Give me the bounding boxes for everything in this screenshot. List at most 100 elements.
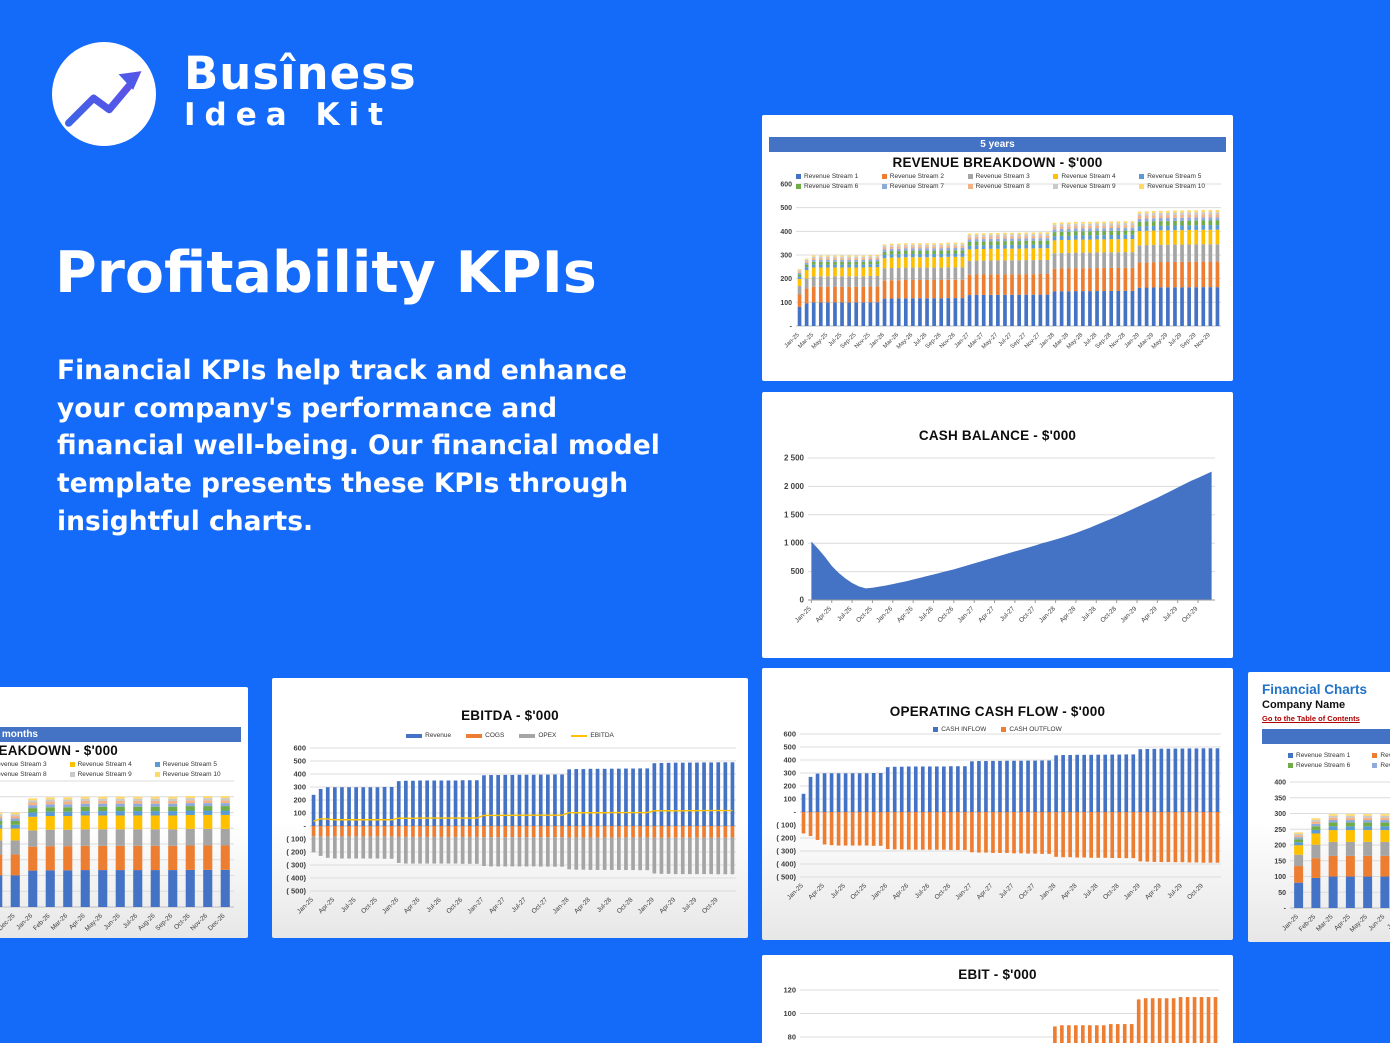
svg-text:300: 300	[1274, 811, 1286, 818]
svg-text:Jul-27: Jul-27	[998, 882, 1016, 900]
svg-text:100: 100	[780, 300, 792, 307]
legend-label: Revenue Stream 8	[975, 183, 1030, 190]
legend-item: Revenue Stream 8	[0, 771, 70, 778]
svg-text:Oct-26: Oct-26	[445, 896, 464, 915]
brand-logo trend-arrow-icon	[52, 42, 156, 146]
legend-item: Revenue Stream 6	[1288, 762, 1372, 769]
svg-text:Aug-26: Aug-26	[137, 912, 157, 932]
svg-text:( 200): ( 200)	[286, 848, 306, 857]
svg-text:250: 250	[1274, 827, 1286, 834]
legend-item: Revenue Stream 6	[796, 183, 882, 190]
card-financial-charts: Financial Charts Company Name Go to the …	[1248, 672, 1390, 942]
svg-text:Dec-26: Dec-26	[207, 912, 227, 932]
svg-text:Jan-26: Jan-26	[875, 605, 894, 624]
legend-label: Revenue Stream 7	[1380, 762, 1390, 769]
chart-title-cash-balance: CASH BALANCE - $'000	[918, 428, 1077, 443]
svg-text:( 500): ( 500)	[286, 887, 306, 896]
svg-text:Oct-26: Oct-26	[937, 605, 956, 624]
svg-text:Jul-27: Jul-27	[510, 896, 528, 914]
legend-item: CASH OUTFLOW	[1001, 726, 1062, 733]
revenue-breakdown-5y-chart: 600 500 400 300 200 100- Jan-25 Mar-25 May-25 Jul…	[768, 177, 1227, 377]
legend-swatch	[933, 727, 939, 732]
chart-title-operating-cash-flow: OPERATING CASH FLOW - $'000	[889, 704, 1106, 719]
table-of-contents-link[interactable]: Go to the Table of Contents	[1262, 714, 1360, 723]
legend-swatch	[1372, 763, 1378, 768]
svg-text:600: 600	[783, 730, 796, 739]
svg-text:Mar-26: Mar-26	[50, 912, 70, 932]
legend-item: OPEX	[519, 732, 556, 739]
svg-text:Apr-29: Apr-29	[658, 896, 677, 915]
svg-text:Apr-26: Apr-26	[891, 882, 910, 901]
svg-text:Jul-27: Jul-27	[999, 605, 1017, 623]
svg-text:200: 200	[1274, 843, 1286, 850]
svg-text:Apr-27: Apr-27	[977, 605, 996, 624]
legend-swatch	[1139, 174, 1145, 179]
svg-text:Jul-29: Jul-29	[1166, 882, 1184, 900]
svg-text:150: 150	[1274, 858, 1286, 865]
legend-swatch	[1288, 753, 1293, 758]
legend-label: Revenue Stream 7	[889, 183, 944, 190]
operating-cash-flow-chart: 600 500 400 300 200 100 - ( 100) ( 200) ( 300) ( 4…	[768, 728, 1227, 940]
legend-item: Revenue	[406, 732, 451, 739]
svg-text:Jan-26: Jan-26	[15, 912, 34, 931]
brand-name-line2: Idea Kit	[184, 97, 392, 134]
svg-text:100: 100	[293, 809, 306, 818]
period-badge-24-months: 24 months	[0, 727, 241, 742]
legend-swatch	[1001, 727, 1007, 732]
legend-swatch	[967, 174, 973, 179]
svg-text:Jul-28: Jul-28	[1082, 882, 1100, 900]
svg-text:1 000: 1 000	[784, 539, 805, 548]
ebitda-chart: 600 500 400 300 200 100 - ( 100) ( 200) ( 300) ( 4…	[278, 740, 742, 936]
svg-text:May-25: May-25	[1349, 913, 1370, 934]
legend-swatch	[1372, 753, 1378, 758]
svg-text:Jan-25: Jan-25	[1281, 913, 1300, 932]
svg-text:Oct-28: Oct-28	[616, 896, 635, 915]
legend-swatch	[1288, 763, 1293, 768]
svg-text:May-29: May-29	[1151, 332, 1170, 351]
brand-name-line1: Busîness	[184, 47, 417, 100]
svg-text:-: -	[1284, 906, 1287, 913]
legend-item: Revenue Stream 9	[69, 771, 155, 778]
svg-text:600: 600	[293, 744, 306, 753]
svg-text:Sep-26: Sep-26	[154, 912, 174, 932]
svg-text:0: 0	[800, 596, 805, 605]
svg-text:Jul-26: Jul-26	[425, 896, 443, 914]
legend-item: Revenue Stream 8	[967, 183, 1054, 190]
legend-item: Revenue Stream 7	[881, 183, 968, 190]
svg-text:Nov-27: Nov-27	[1024, 332, 1042, 350]
legend-label: CASH INFLOW	[941, 726, 987, 733]
legend-label: Revenue Stream 3	[975, 173, 1030, 180]
legend-swatch	[519, 733, 536, 738]
svg-text:Dec-25: Dec-25	[0, 912, 17, 932]
svg-text:500: 500	[791, 567, 805, 576]
svg-text:Oct-27: Oct-27	[531, 896, 550, 915]
svg-text:Apr-25: Apr-25	[814, 605, 833, 624]
svg-text:Jan-27: Jan-27	[466, 896, 485, 915]
svg-text:Jan-29: Jan-29	[1123, 882, 1142, 901]
svg-text:May-26: May-26	[84, 912, 105, 933]
financial-charts-heading: Financial Charts	[1262, 682, 1368, 697]
legend-item: Revenue Stream 10	[154, 771, 240, 778]
legend-item: Revenue Stream 9	[1053, 183, 1139, 190]
svg-text:Jul-25: Jul-25	[340, 896, 358, 914]
svg-text:Oct-29: Oct-29	[701, 896, 720, 915]
svg-text:( 100): ( 100)	[776, 821, 796, 830]
legend-item: Revenue Stream 10	[1139, 183, 1225, 190]
svg-text:Oct-25: Oct-25	[849, 882, 868, 901]
chart-legend: Revenue COGS OPEX EBITDA	[272, 732, 748, 739]
svg-text:600: 600	[780, 182, 792, 189]
svg-text:( 400): ( 400)	[776, 860, 796, 869]
svg-text:Jan-25: Jan-25	[794, 605, 813, 624]
svg-text:Mar-25: Mar-25	[1315, 913, 1335, 933]
legend-label: COGS	[485, 732, 505, 739]
legend-label: CASH OUTFLOW	[1009, 726, 1062, 733]
legend-label: Revenue Stream 6	[804, 183, 859, 190]
period-badge-label: 24 months	[0, 729, 38, 740]
svg-text:Jan-28: Jan-28	[552, 896, 571, 915]
svg-text:Nov-26: Nov-26	[939, 332, 957, 350]
svg-text:350: 350	[1274, 795, 1286, 802]
svg-text:400: 400	[780, 229, 792, 236]
svg-text:May-26: May-26	[896, 332, 915, 351]
svg-text:120: 120	[783, 986, 796, 995]
